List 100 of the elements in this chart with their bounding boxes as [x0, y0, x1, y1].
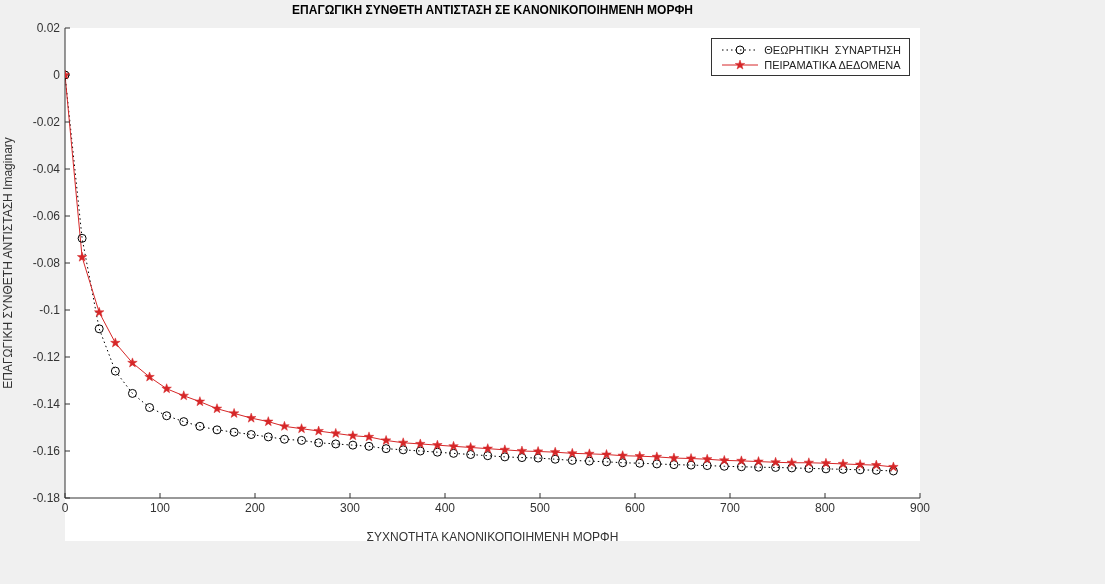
point [635, 458, 645, 468]
point [567, 448, 578, 458]
point [754, 462, 763, 472]
point [838, 464, 848, 474]
x-tick-label: 800 [814, 500, 836, 515]
point [787, 463, 797, 473]
point [736, 462, 746, 472]
point [415, 438, 426, 449]
point [330, 428, 341, 438]
point [821, 464, 831, 474]
point [145, 403, 155, 413]
point [449, 448, 459, 458]
y-tick-label: -0.14 [32, 397, 61, 412]
point [229, 408, 240, 418]
point [871, 459, 882, 470]
point [652, 459, 662, 469]
y-tick-label: -0.04 [32, 162, 61, 177]
point [263, 416, 274, 426]
point [567, 455, 577, 465]
point [144, 371, 155, 382]
point [584, 448, 595, 459]
point [314, 438, 324, 448]
point [279, 421, 290, 431]
point [297, 435, 307, 445]
point [161, 383, 172, 394]
point [702, 453, 713, 464]
point [686, 453, 697, 463]
point [110, 366, 120, 376]
point [602, 457, 611, 467]
x-tick-label: 700 [719, 500, 741, 515]
point [516, 445, 527, 456]
point [263, 432, 273, 442]
legend-label: ΘΕΩΡΗΤΙΚΗ ΣΥΝΑΡΤΗΣΗ [764, 43, 901, 56]
point [179, 417, 189, 427]
point [771, 462, 781, 472]
point [719, 461, 729, 471]
point [110, 337, 121, 348]
y-tick-label: -0.06 [32, 209, 61, 224]
point [584, 456, 594, 466]
point [855, 459, 866, 469]
point [499, 444, 510, 455]
y-tick-label: -0.18 [32, 491, 61, 506]
x-tick-label: 100 [149, 500, 171, 515]
point [483, 451, 493, 461]
y-tick-label: -0.16 [32, 444, 61, 459]
point [770, 457, 781, 467]
point [753, 456, 764, 466]
point [888, 461, 899, 472]
point [736, 455, 747, 466]
point [803, 457, 814, 468]
point [533, 446, 544, 456]
point [127, 388, 137, 398]
point [212, 425, 222, 435]
point [432, 447, 442, 457]
point [363, 431, 375, 442]
point [381, 444, 391, 454]
point [820, 457, 831, 468]
point [77, 251, 88, 262]
point [517, 453, 527, 463]
point [194, 396, 205, 406]
legend-label: ΠΕΙΡΑΜΑΤΙΚΑ ΔΕΔΟΜΕΝΑ [764, 58, 901, 71]
point [279, 434, 289, 444]
point [838, 458, 849, 469]
x-tick-label: 200 [244, 500, 266, 515]
point [348, 440, 358, 450]
point [432, 439, 443, 450]
x-tick-label: 600 [624, 500, 646, 515]
point [618, 458, 628, 468]
point [246, 430, 256, 440]
point [601, 449, 612, 459]
point [246, 412, 257, 423]
point [313, 425, 324, 436]
point [94, 324, 104, 334]
point [77, 233, 87, 243]
point [871, 465, 881, 475]
point [482, 443, 493, 453]
y-tick-label: 0.02 [36, 21, 61, 36]
point [855, 465, 865, 475]
y-tick-label: 0 [53, 68, 61, 83]
x-axis-title: ΣΥΧΝΟΤΗΤΑ ΚΑΝΟΝΙΚΟΠΟΙΗΜΕΝΗ ΜΟΡΦΗ [366, 530, 619, 544]
point [415, 446, 425, 456]
point [617, 450, 628, 460]
point [178, 390, 189, 401]
point [398, 437, 409, 448]
point [465, 442, 476, 452]
y-tick-label: -0.12 [32, 350, 61, 365]
x-tick-label: 300 [339, 500, 361, 515]
point [398, 445, 408, 455]
point [550, 454, 560, 464]
point [786, 457, 797, 468]
point [651, 451, 662, 462]
point [448, 441, 459, 451]
point [500, 452, 510, 462]
point [669, 460, 679, 470]
point [719, 455, 730, 465]
point [347, 430, 358, 441]
point [229, 427, 239, 437]
x-tick-label: 400 [434, 500, 456, 515]
point [162, 411, 172, 421]
y-axis-title: ΕΠΑΓΩΓΙΚΗ ΣΥΝΘΕΤΗ ΑΝΤΙΣΤΑΣΗ Imaginary [1, 137, 16, 389]
